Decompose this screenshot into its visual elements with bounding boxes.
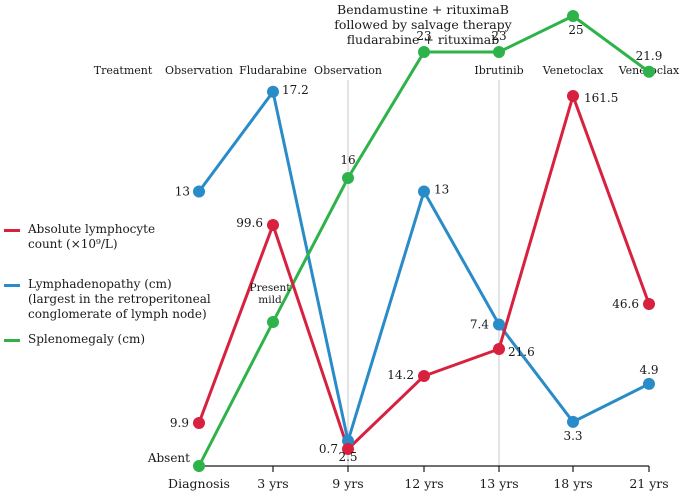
x-axis: Diagnosis 3 yrs 9 yrs 12 yrs 13 yrs 18 yrs 21 … [168, 465, 669, 491]
data-label: 17.2 [282, 83, 309, 97]
legend-label-splenomegaly: Splenomegaly (cm) [28, 332, 145, 347]
data-point [493, 343, 505, 355]
x-tick-label: 13 yrs [479, 476, 518, 491]
x-tick-label: 18 yrs [553, 476, 592, 491]
legend-swatch-splenomegaly [4, 339, 20, 342]
x-tick-label: 12 yrs [404, 476, 443, 491]
x-tick-label: 21 yrs [629, 476, 668, 491]
data-point [643, 298, 655, 310]
grid-lines [347, 80, 500, 466]
data-label: 13 [434, 183, 449, 197]
data-point [418, 185, 430, 198]
data-point [643, 377, 655, 390]
data-label: 4.9 [639, 363, 658, 377]
series-layer [193, 10, 655, 472]
series-line-0 [197, 94, 651, 451]
data-label: 7.4 [470, 318, 489, 332]
header-note-line: Bendamustine + rituximaB [337, 2, 509, 17]
legend-label-lymphadenopathy: Lymphadenopathy (cm) (largest in the ret… [28, 277, 211, 322]
data-point [567, 415, 579, 428]
data-label: 2.5 [338, 450, 357, 464]
data-label: 21.9 [636, 49, 663, 63]
data-point [193, 460, 205, 472]
data-label-line: mild [258, 294, 282, 306]
data-point [193, 185, 205, 198]
legend-line: Lymphadenopathy (cm) [28, 277, 172, 291]
legend-swatch-lymphadenopathy [4, 284, 20, 287]
data-point [643, 65, 655, 78]
data-label: 16 [340, 153, 355, 167]
x-tick-label: Diagnosis [168, 476, 230, 491]
data-point [267, 85, 279, 98]
data-label: 9.9 [170, 416, 189, 430]
legend-line: count (×10⁹/L) [28, 237, 118, 251]
treatment-label: Ibrutinib [474, 64, 523, 77]
legend-label-lymphocyte: Absolute lymphocyte count (×10⁹/L) [28, 222, 155, 252]
data-label: 14.2 [387, 368, 414, 382]
data-label: 0.7 [319, 442, 338, 456]
treatment-title: Treatment [94, 64, 153, 77]
data-label: 46.6 [612, 297, 639, 311]
data-label: 21.6 [508, 345, 535, 359]
data-label: 23 [416, 29, 431, 43]
treatment-label: Venetoclax [542, 64, 604, 77]
legend-line: Splenomegaly (cm) [28, 332, 146, 346]
treatment-label: Observation [314, 64, 382, 77]
data-label: 25 [568, 23, 583, 37]
data-point [493, 318, 505, 331]
data-label: Absent [147, 451, 190, 465]
data-label: Present mild [250, 282, 292, 306]
data-label-line: Present [250, 282, 292, 294]
data-point [267, 316, 279, 328]
x-tick-label: 3 yrs [257, 476, 288, 491]
data-point [493, 46, 505, 58]
data-labels: 9.9 99.6 0.7 14.2 21.6 161.5 46.6 13 17.2 2.5 13 7.… [147, 23, 663, 465]
data-label: 13 [175, 185, 190, 199]
data-point [267, 219, 279, 231]
legend-line: conglomerate of lymph node) [28, 307, 207, 321]
data-label: 161.5 [584, 91, 618, 105]
data-point [342, 172, 354, 184]
data-point [193, 417, 205, 429]
data-point [567, 10, 579, 22]
data-point [342, 443, 354, 455]
series-line-1 [197, 90, 650, 443]
treatment-label: Fludarabine [239, 64, 307, 77]
data-label: 23 [491, 29, 506, 43]
legend-swatch-lymphocyte [4, 229, 20, 232]
data-label: 99.6 [236, 216, 263, 230]
header-note-line: fludarabine + rituximab [347, 32, 500, 47]
legend-line: (largest in the retroperitoneal [28, 292, 211, 306]
data-label: 3.3 [563, 429, 582, 443]
x-tick-label: 9 yrs [332, 476, 363, 491]
data-point [418, 370, 430, 382]
data-point [418, 46, 430, 58]
header-note-line: followed by salvage therapy [334, 17, 512, 32]
data-point [567, 90, 579, 102]
legend-line: Absolute lymphocyte [28, 222, 156, 236]
treatment-label: Observation [165, 64, 233, 77]
